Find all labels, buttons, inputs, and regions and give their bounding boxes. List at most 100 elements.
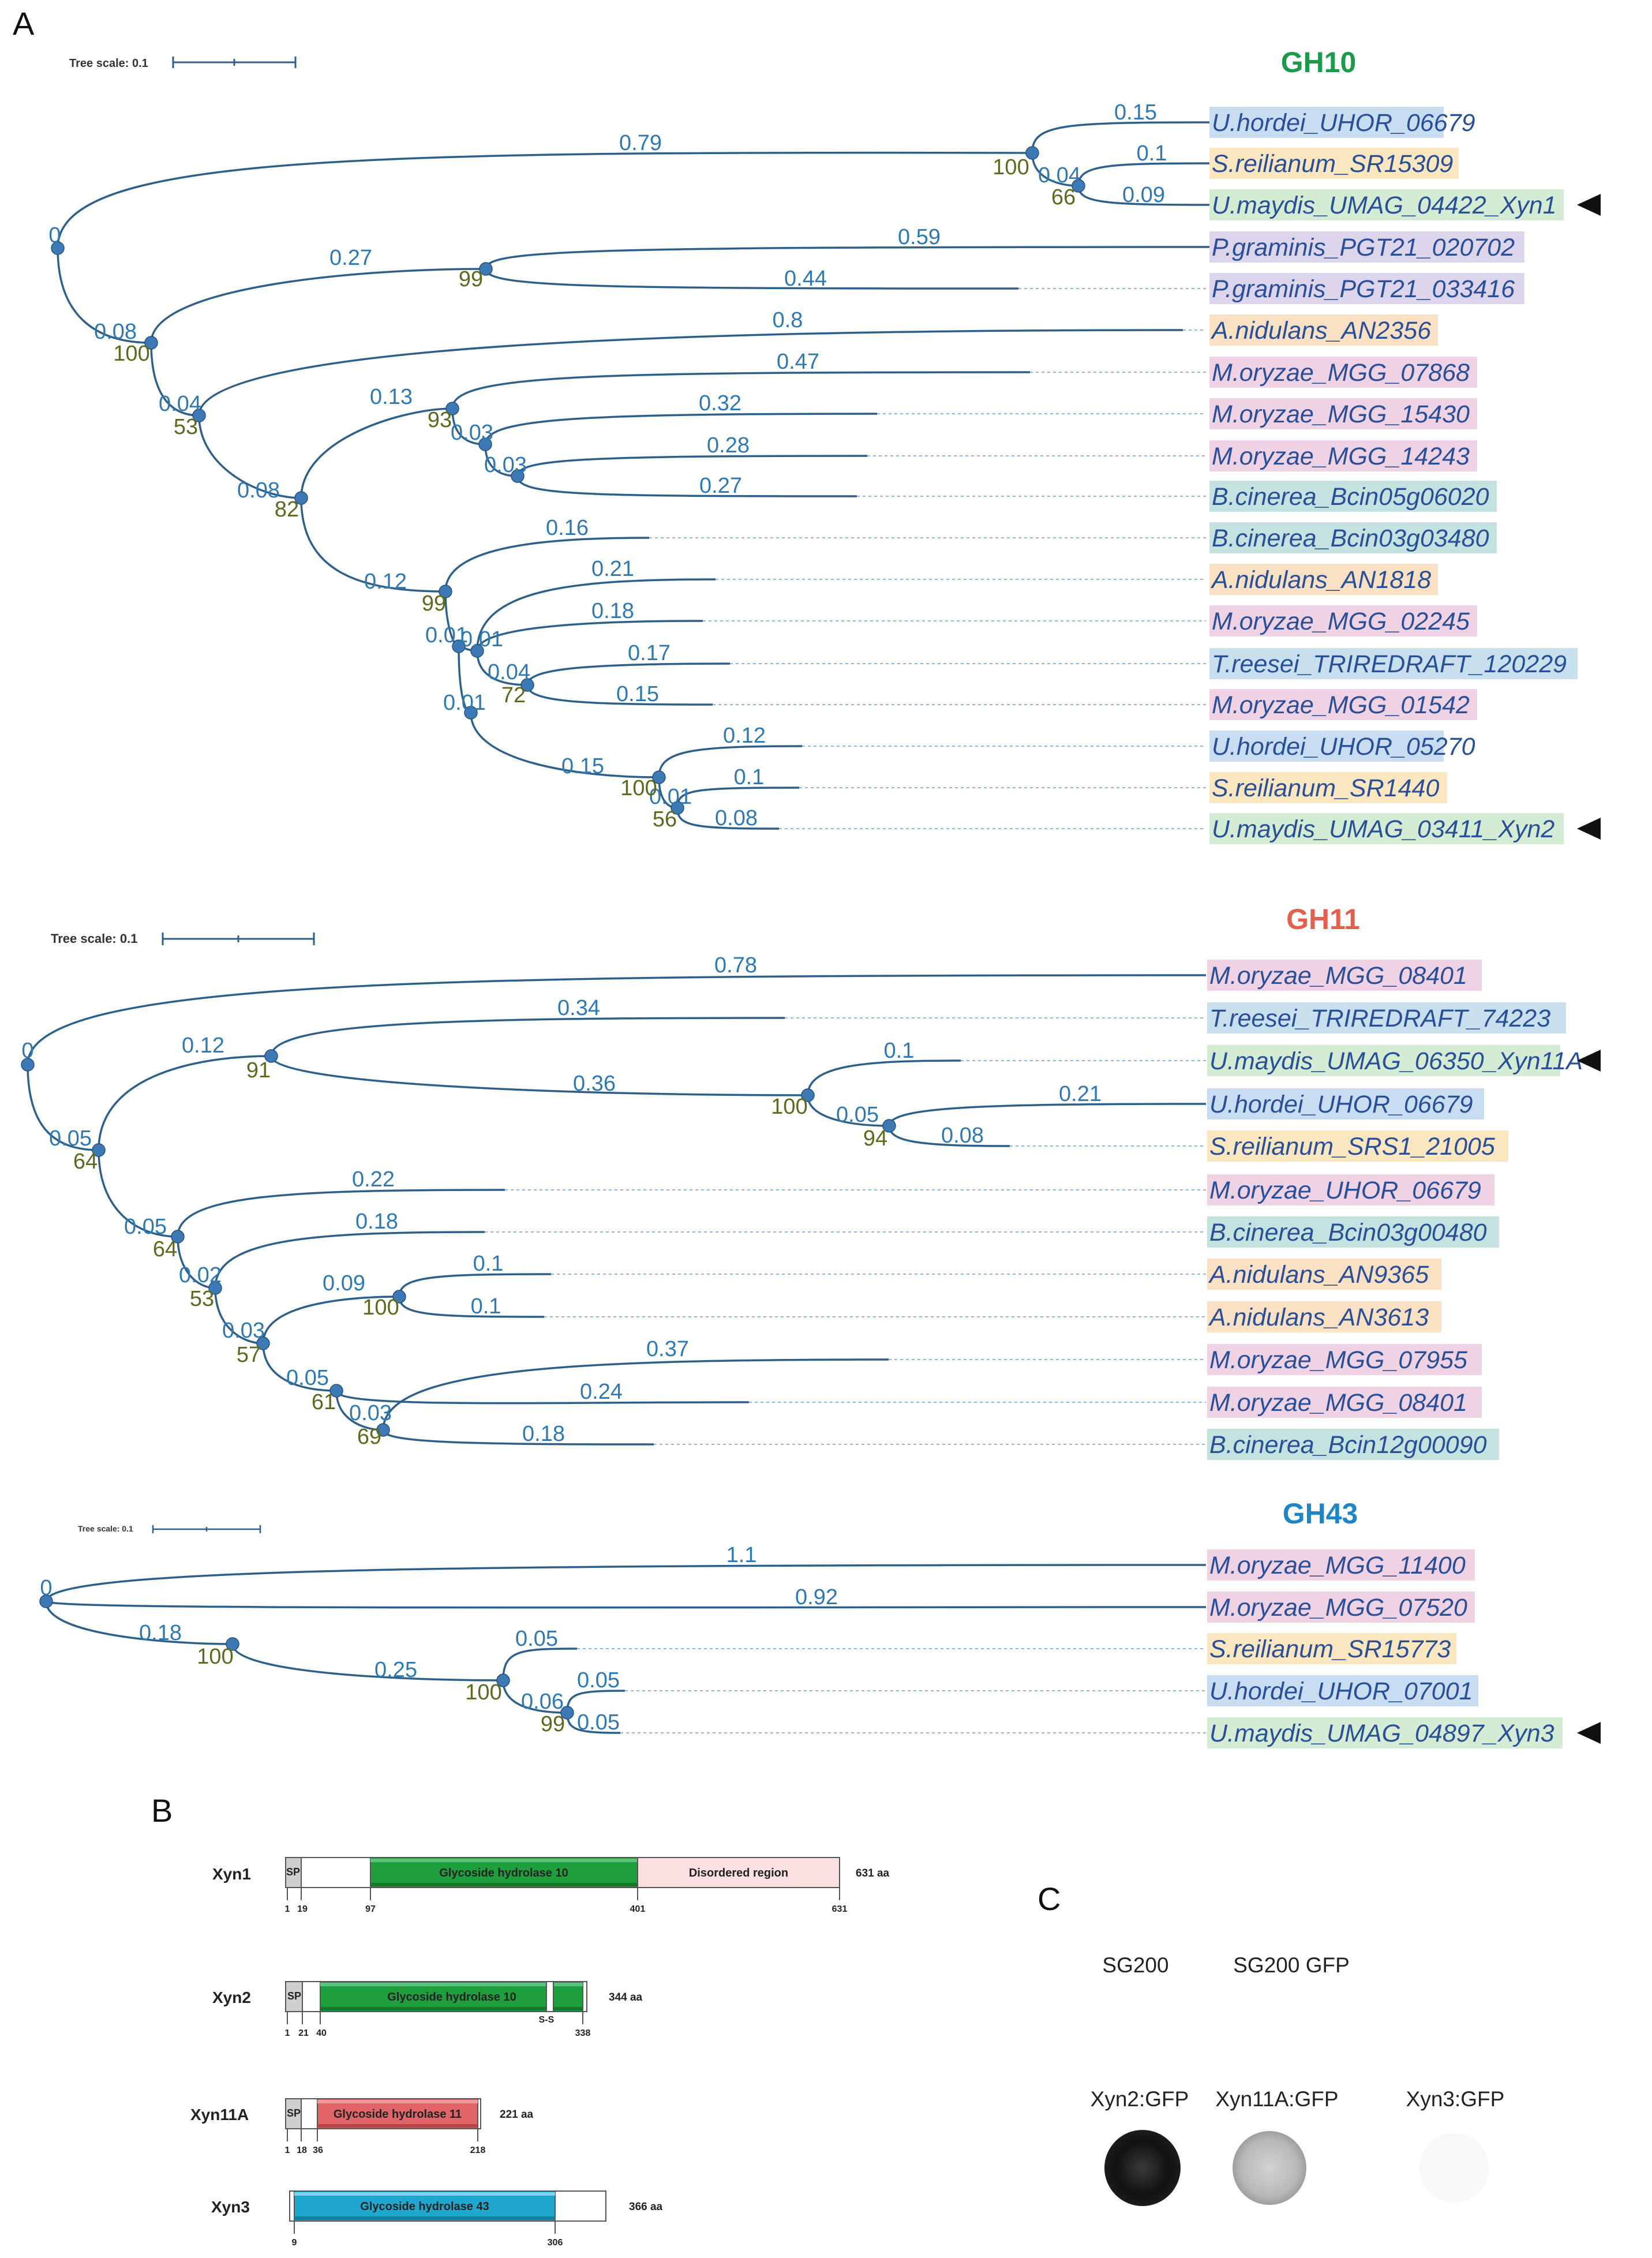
protein-xyn2: Xyn2 SP Glycoside hydrolase 10 344 aa S-… (212, 1981, 643, 2038)
branch-length: 0.24 (580, 1380, 623, 1404)
domain-gh10 (320, 1981, 583, 2012)
gh11-branch-lengths: 0.78 0 0.34 0.12 0.1 0.36 0.21 0.08 0.05… (21, 953, 1102, 1446)
branch-length: 0.05 (124, 1215, 167, 1239)
position-ticks (294, 2221, 556, 2234)
tree-leaf: U.maydis_UMAG_06350_Xyn11A (1207, 1045, 1601, 1076)
gh11-scale-label: Tree scale: 0.1 (51, 931, 137, 946)
gh11-nodes (21, 1049, 896, 1437)
svg-text:A.nidulans_AN3613: A.nidulans_AN3613 (1208, 1304, 1429, 1331)
branch-length: 0.08 (94, 320, 137, 344)
tree-leaf: S.reilianum_SR15773 (1207, 1633, 1456, 1664)
sp-label: SP (286, 1866, 300, 1878)
tree-leaf: M.oryzae_MGG_01542 (1209, 689, 1477, 720)
gh11-leader-lines (485, 1017, 1206, 1445)
position-label: 40 (316, 2028, 327, 2038)
tree-leaf: M.oryzae_MGG_14243 (1209, 440, 1477, 471)
branch-length: 0.15 (1114, 100, 1157, 125)
position-ticks (287, 1888, 840, 1900)
branch-length: 0.27 (699, 474, 742, 498)
position-label: 631 (832, 1904, 848, 1914)
sample-label: Xyn11A:GFP (1215, 2087, 1338, 2111)
gfp-assay: SG200 SG200 GFP Xyn2:GFP Xyn11A:GFP Xyn3… (1091, 1953, 1504, 2206)
branch-length: 0.21 (1059, 1082, 1102, 1106)
support-value: 91 (246, 1058, 271, 1083)
marker-arrow-icon (1577, 818, 1601, 840)
sample-label: Xyn2:GFP (1091, 2087, 1189, 2111)
protein-xyn3: Xyn3 Glycoside hydrolase 43 366 aa 9 306 (211, 2190, 663, 2248)
branch-length: 0.25 (374, 1658, 417, 1682)
tree-leaf: A.nidulans_AN9365 (1207, 1259, 1441, 1290)
gh43-title: GH43 (1283, 1497, 1358, 1530)
tree-leaf: M.oryzae_MGG_07955 (1207, 1344, 1482, 1375)
branch-length: 0.05 (836, 1103, 879, 1127)
tree-leaf: U.hordei_UHOR_07001 (1207, 1675, 1478, 1706)
tree-leaf: P.graminis_PGT21_020702 (1209, 231, 1524, 263)
svg-text:M.oryzae_MGG_07955: M.oryzae_MGG_07955 (1209, 1346, 1468, 1374)
branch-length: 0.21 (591, 557, 634, 581)
tree-leaf: S.reilianum_SR1440 (1209, 772, 1447, 803)
gh10-support-values: 100 66 99 100 53 93 82 99 72 100 56 (113, 155, 1076, 832)
protein-length: 344 aa (609, 1991, 643, 2004)
tree-leaf: S.reilianum_SR15309 (1209, 148, 1459, 179)
gh43-branch-lengths: 1.1 0 0.92 0.18 0.05 0.25 0.05 0.06 0.05 (40, 1543, 838, 1735)
gh10-scale-label: Tree scale: 0.1 (69, 57, 148, 70)
support-value: 53 (174, 415, 198, 439)
branch-length: 0.13 (370, 385, 413, 409)
svg-text:P.graminis_PGT21_033416: P.graminis_PGT21_033416 (1212, 275, 1515, 303)
svg-text:U.maydis_UMAG_03411_Xyn2: U.maydis_UMAG_03411_Xyn2 (1212, 815, 1554, 843)
tree-leaf: M.oryzae_MGG_02245 (1209, 605, 1477, 636)
position-label: 1 (285, 2145, 290, 2155)
gh43-tree: GH43 Tree scale: 0.1 (39, 1497, 1601, 1748)
svg-text:M.oryzae_MGG_02245: M.oryzae_MGG_02245 (1212, 608, 1470, 635)
svg-text:U.hordei_UHOR_06679: U.hordei_UHOR_06679 (1212, 109, 1475, 137)
branch-length: 0.27 (329, 246, 372, 270)
domain-gh11 (317, 2098, 478, 2129)
branch-length: 0.79 (619, 131, 662, 155)
svg-text:U.hordei_UHOR_06679: U.hordei_UHOR_06679 (1209, 1091, 1473, 1118)
domain-label: Glycoside hydrolase 10 (439, 1867, 568, 1879)
disulfide-label: S-S (539, 2015, 555, 2025)
disulfide-bond (546, 1981, 554, 2012)
support-value: 100 (620, 776, 657, 800)
branch-length: 0.1 (734, 765, 765, 789)
domain-label: Glycoside hydrolase 11 (334, 2108, 462, 2121)
branch-length: 0.09 (323, 1271, 365, 1295)
branch-length: 1.1 (726, 1543, 757, 1567)
svg-text:M.oryzae_MGG_07520: M.oryzae_MGG_07520 (1209, 1594, 1467, 1622)
gh10-branch-lengths: 0.15 0.1 0.09 0.04 0.79 0 0.59 0.44 0.27… (48, 100, 1167, 830)
marker-arrow-icon (1577, 1722, 1601, 1744)
svg-text:S.reilianum_SR1440: S.reilianum_SR1440 (1212, 774, 1439, 802)
svg-text:P.graminis_PGT21_020702: P.graminis_PGT21_020702 (1212, 234, 1515, 261)
support-value: 57 (237, 1343, 261, 1367)
sp-label: SP (287, 1990, 301, 2002)
panel-label-c: C (1037, 1881, 1061, 1917)
svg-text:U.maydis_UMAG_04422_Xyn1: U.maydis_UMAG_04422_Xyn1 (1212, 192, 1557, 219)
support-value: 100 (362, 1295, 399, 1320)
tree-leaf: S.reilianum_SRS1_21005 (1207, 1130, 1508, 1162)
tree-leaf: U.hordei_UHOR_06679 (1207, 1088, 1484, 1119)
branch-length: 0.16 (546, 516, 589, 540)
branch-length: 0.8 (773, 308, 803, 332)
branch-length: 0.04 (1038, 163, 1081, 188)
branch-length: 0.09 (1122, 183, 1165, 207)
tree-leaf: M.oryzae_MGG_15430 (1209, 398, 1477, 429)
gh43-scale-label: Tree scale: 0.1 (78, 1524, 133, 1533)
gh10-nodes (51, 146, 1085, 815)
svg-text:B.cinerea_Bcin12g00090: B.cinerea_Bcin12g00090 (1209, 1431, 1487, 1459)
svg-text:A.nidulans_AN2356: A.nidulans_AN2356 (1210, 317, 1431, 344)
svg-text:U.hordei_UHOR_07001: U.hordei_UHOR_07001 (1209, 1677, 1473, 1705)
support-value: 100 (197, 1645, 233, 1669)
signal-peptide (285, 1857, 302, 1888)
branch-length: 0.17 (628, 641, 670, 665)
signal-peptide (285, 2098, 302, 2129)
position-label: 18 (297, 2145, 307, 2155)
tree-leaf: T.reesei_TRIREDRAFT_74223 (1207, 1002, 1566, 1033)
position-label: 306 (548, 2238, 563, 2248)
branch-length: 0.15 (561, 754, 604, 778)
branch-length: 0.18 (522, 1422, 565, 1446)
marker-arrow-icon (1577, 194, 1601, 216)
tree-leaf: A.nidulans_AN3613 (1207, 1301, 1441, 1332)
protein-name: Xyn2 (212, 1989, 251, 2006)
branch-length: 0.12 (723, 724, 766, 748)
domain-gh43 (294, 2190, 556, 2222)
